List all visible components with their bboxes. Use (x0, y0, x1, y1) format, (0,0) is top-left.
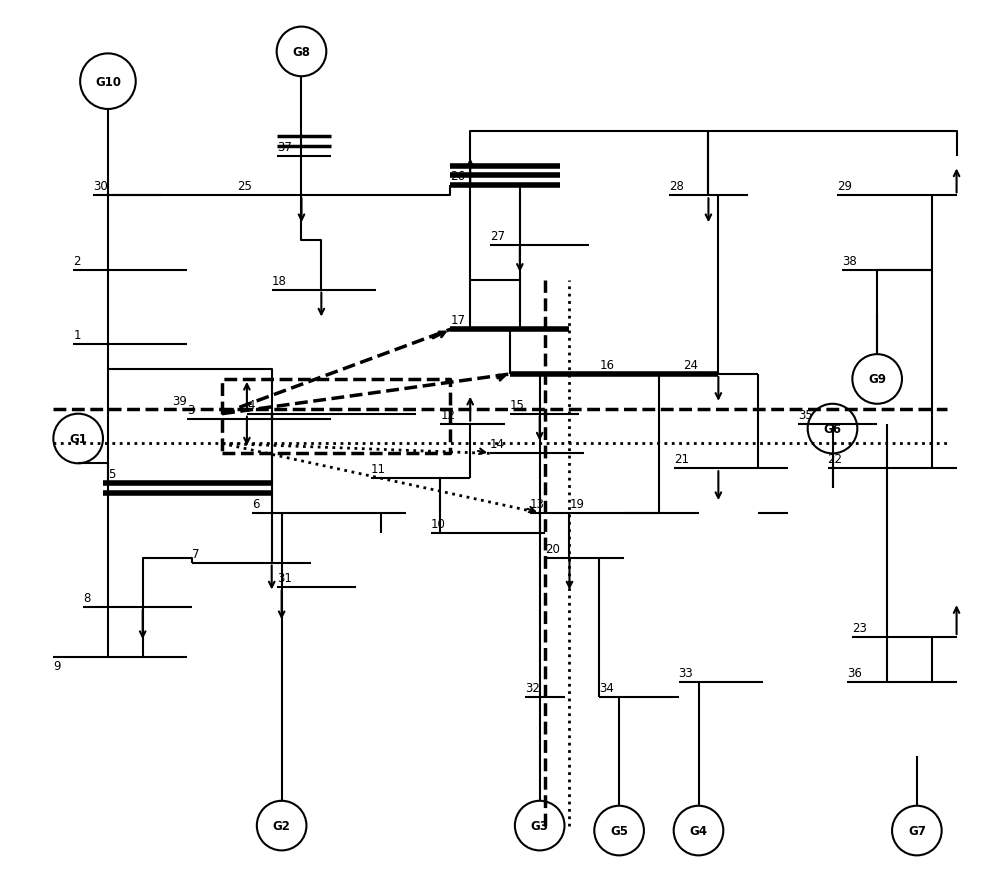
Text: 19: 19 (569, 498, 584, 510)
Text: G10: G10 (95, 76, 121, 89)
Text: 27: 27 (490, 230, 505, 242)
Text: 24: 24 (684, 358, 699, 371)
Text: G5: G5 (610, 824, 628, 837)
Text: 36: 36 (847, 666, 862, 679)
Text: 7: 7 (192, 547, 200, 560)
Text: 18: 18 (272, 274, 287, 287)
Text: 33: 33 (679, 666, 693, 679)
Text: 38: 38 (842, 255, 857, 268)
Text: 28: 28 (669, 180, 684, 193)
Text: 25: 25 (237, 180, 252, 193)
Text: 15: 15 (510, 399, 525, 411)
Text: 35: 35 (798, 408, 813, 421)
Text: 22: 22 (828, 453, 843, 465)
Text: 8: 8 (83, 592, 91, 605)
Text: 6: 6 (252, 498, 259, 510)
Text: 13: 13 (530, 498, 545, 510)
Text: G9: G9 (868, 373, 886, 386)
Text: G8: G8 (292, 46, 310, 59)
Text: 31: 31 (277, 572, 292, 585)
Text: G7: G7 (908, 824, 926, 837)
Text: 16: 16 (599, 358, 614, 371)
Text: G2: G2 (273, 819, 291, 832)
Text: 23: 23 (852, 622, 867, 634)
Text: 5: 5 (108, 468, 115, 480)
Text: 39: 39 (172, 394, 187, 407)
Text: 12: 12 (440, 408, 455, 421)
Text: G6: G6 (824, 422, 842, 435)
Text: 1: 1 (73, 329, 81, 342)
Text: 37: 37 (277, 140, 292, 154)
Text: G1: G1 (69, 433, 87, 445)
Text: 2: 2 (73, 255, 81, 268)
Text: G4: G4 (690, 824, 708, 837)
Text: 4: 4 (247, 399, 254, 411)
Text: 34: 34 (599, 680, 614, 694)
Text: 10: 10 (431, 517, 445, 530)
Text: 21: 21 (674, 453, 689, 465)
Text: 29: 29 (837, 180, 852, 193)
Text: 32: 32 (525, 680, 540, 694)
Text: 30: 30 (93, 180, 108, 193)
Text: 26: 26 (450, 170, 465, 184)
Text: 20: 20 (545, 542, 560, 555)
Text: 11: 11 (371, 463, 386, 476)
Text: G3: G3 (531, 819, 549, 832)
Text: 3: 3 (187, 403, 195, 416)
Text: 14: 14 (490, 438, 505, 451)
Text: 9: 9 (53, 659, 61, 672)
Text: 17: 17 (450, 314, 465, 327)
